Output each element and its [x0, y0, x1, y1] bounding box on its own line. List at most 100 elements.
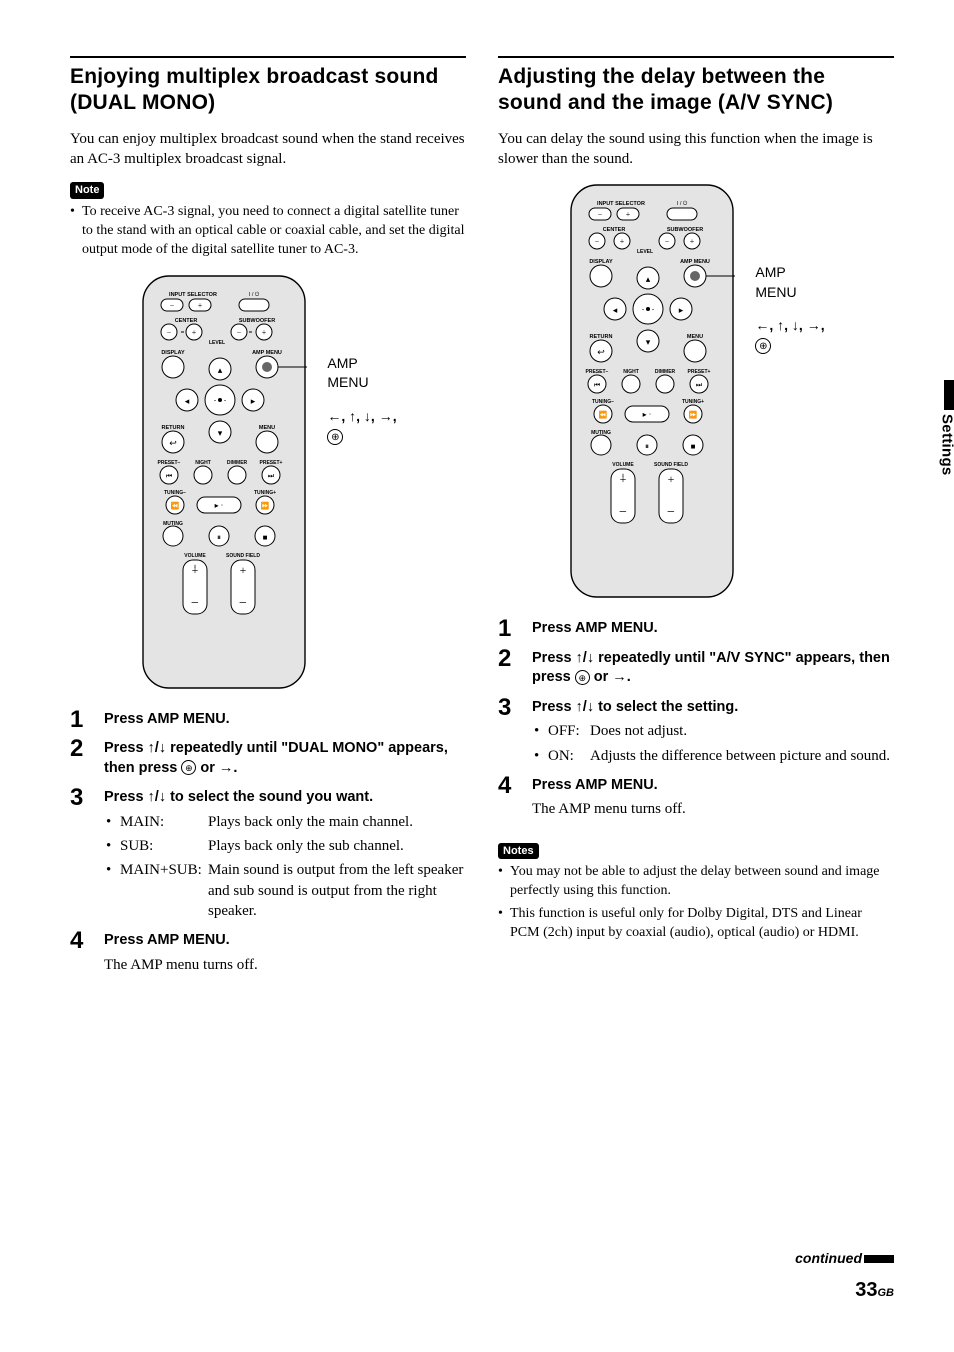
remote-callouts: AMP MENU ←, ↑, ↓, →, ⊕	[755, 263, 824, 355]
svg-text:↩: ↩	[170, 438, 178, 448]
svg-text:RETURN: RETURN	[162, 425, 185, 431]
side-tab-marker	[944, 380, 954, 410]
heading-rule	[70, 56, 466, 58]
svg-text:▸: ▸	[251, 396, 256, 406]
svg-text:+: +	[192, 328, 197, 337]
callout-amp: AMP	[755, 263, 824, 283]
option-item: SUB:Plays back only the sub channel.	[104, 836, 466, 856]
svg-text:I / ⏻: I / ⏻	[677, 200, 688, 207]
step-item: Press ↑/↓ to select the sound you want. …	[70, 788, 466, 921]
step-item: Press ↑/↓ repeatedly until "A/V SYNC" ap…	[498, 649, 894, 688]
svg-text:LEVEL: LEVEL	[637, 249, 653, 255]
svg-text:AMP MENU: AMP MENU	[252, 350, 282, 356]
svg-text:+: +	[262, 328, 267, 337]
svg-text:−: −	[595, 237, 600, 246]
step-item: Press ↑/↓ to select the setting. OFF:Doe…	[498, 698, 894, 766]
step-title: Press AMP MENU.	[532, 619, 894, 639]
option-item: ON:Adjusts the difference between pictur…	[532, 746, 894, 766]
svg-text:CENTER: CENTER	[175, 318, 198, 324]
svg-text:▴: ▴	[646, 274, 651, 284]
step-item: Press AMP MENU.	[70, 710, 466, 730]
notes-badge: Notes	[498, 843, 539, 860]
left-steps: Press AMP MENU. Press ↑/↓ repeatedly unt…	[70, 710, 466, 975]
svg-text:+: +	[626, 210, 631, 219]
svg-text:⏩: ⏩	[261, 501, 270, 510]
svg-text:SOUND FIELD: SOUND FIELD	[654, 462, 688, 468]
option-list: MAIN:Plays back only the main channel. S…	[104, 812, 466, 921]
remote-svg: INPUT SELECTOR − + I / ⏻ CENTER SUBWOOFE…	[567, 181, 737, 601]
left-heading: Enjoying multiplex broadcast sound (DUAL…	[70, 64, 466, 117]
side-tab: Advanced Settings	[936, 380, 954, 510]
enter-icon: ⊕	[181, 760, 196, 775]
callout-menu: MENU	[327, 373, 396, 393]
callout-amp: AMP	[327, 354, 396, 374]
step-title: Press ↑/↓ to select the setting.	[532, 698, 894, 718]
svg-text:+: +	[668, 472, 675, 486]
step-title: Press AMP MENU.	[532, 776, 894, 796]
step-body: The AMP menu turns off.	[532, 799, 894, 819]
svg-text:−: −	[239, 596, 247, 611]
svg-text:▾: ▾	[646, 337, 651, 347]
svg-text:MENU: MENU	[259, 425, 275, 431]
step-title: Press ↑/↓ repeatedly until "A/V SYNC" ap…	[532, 649, 894, 688]
svg-text:+: +	[620, 237, 625, 246]
svg-text:RETURN: RETURN	[590, 334, 613, 340]
step-title: Press AMP MENU.	[104, 931, 466, 951]
svg-text:■: ■	[263, 533, 268, 542]
svg-text:↩: ↩	[598, 347, 606, 357]
svg-text:−: −	[667, 505, 675, 520]
svg-text:SOUND FIELD: SOUND FIELD	[226, 553, 260, 559]
svg-text:NIGHT: NIGHT	[624, 369, 640, 375]
remote-diagram-left: INPUT SELECTOR − + I / ⏻ CENTER SUBWOOFE…	[70, 272, 466, 692]
svg-text:⏸: ⏸	[645, 442, 649, 451]
option-item: MAIN:Plays back only the main channel.	[104, 812, 466, 832]
callout-arrows: ←, ↑, ↓, →,	[755, 316, 824, 336]
heading-rule	[498, 56, 894, 58]
note-item: This function is useful only for Dolby D…	[498, 905, 894, 943]
svg-text:+: +	[198, 301, 203, 310]
page-number: 33GB	[795, 1277, 894, 1304]
svg-text:⏮: ⏮	[166, 472, 172, 480]
svg-text:−: −	[237, 328, 242, 337]
step-item: Press AMP MENU.	[498, 619, 894, 639]
svg-text:▸ ·: ▸ ·	[215, 501, 224, 510]
step-title: Press ↑/↓ repeatedly until "DUAL MONO" a…	[104, 739, 466, 778]
svg-text:▸ ·: ▸ ·	[643, 410, 652, 419]
right-heading: Adjusting the delay between the sound an…	[498, 64, 894, 117]
svg-text:◂: ◂	[185, 396, 190, 406]
svg-text:⏭: ⏭	[696, 381, 703, 389]
continued-label: continued	[795, 1250, 862, 1266]
svg-text:▴: ▴	[218, 365, 223, 375]
svg-text:+: +	[690, 237, 695, 246]
svg-text:⏪: ⏪	[599, 410, 608, 419]
svg-text:PRESET−: PRESET−	[586, 369, 609, 375]
svg-text:AMP MENU: AMP MENU	[680, 259, 710, 265]
svg-text:−: −	[619, 505, 627, 520]
svg-text:SUBWOOFER: SUBWOOFER	[239, 318, 275, 324]
svg-text:+: +	[240, 563, 247, 577]
enter-icon: ⊕	[755, 338, 771, 354]
svg-text:MENU: MENU	[687, 334, 703, 340]
right-note-list: You may not be able to adjust the delay …	[498, 863, 894, 943]
svg-text:DIMMER: DIMMER	[227, 460, 248, 466]
remote-svg: INPUT SELECTOR − + I / ⏻ CENTER SUBWOOFE…	[139, 272, 309, 692]
remote-callouts: AMP MENU ←, ↑, ↓, →, ⊕	[327, 354, 396, 446]
left-column: Enjoying multiplex broadcast sound (DUAL…	[70, 56, 466, 1312]
svg-text:⏭: ⏭	[268, 472, 275, 480]
callout-arrows: ←, ↑, ↓, →,	[327, 407, 396, 427]
remote-diagram-right: INPUT SELECTOR − + I / ⏻ CENTER SUBWOOFE…	[498, 181, 894, 601]
step-title: Press AMP MENU.	[104, 710, 466, 730]
callout-menu: MENU	[755, 283, 824, 303]
svg-text:⏩: ⏩	[689, 410, 698, 419]
svg-text:PRESET−: PRESET−	[158, 460, 181, 466]
page-footer: continued 33GB	[795, 1249, 894, 1304]
svg-text:PRESET+: PRESET+	[688, 369, 711, 375]
continued-bar	[864, 1255, 894, 1263]
right-steps: Press AMP MENU. Press ↑/↓ repeatedly unt…	[498, 619, 894, 820]
svg-text:⏮: ⏮	[594, 381, 600, 389]
svg-text:⠿: ⠿	[194, 564, 197, 569]
svg-text:INPUT SELECTOR: INPUT SELECTOR	[597, 201, 645, 207]
step-body: The AMP menu turns off.	[104, 955, 466, 975]
svg-text:VOLUME: VOLUME	[185, 553, 207, 559]
svg-text:TUNING−: TUNING−	[592, 399, 614, 405]
